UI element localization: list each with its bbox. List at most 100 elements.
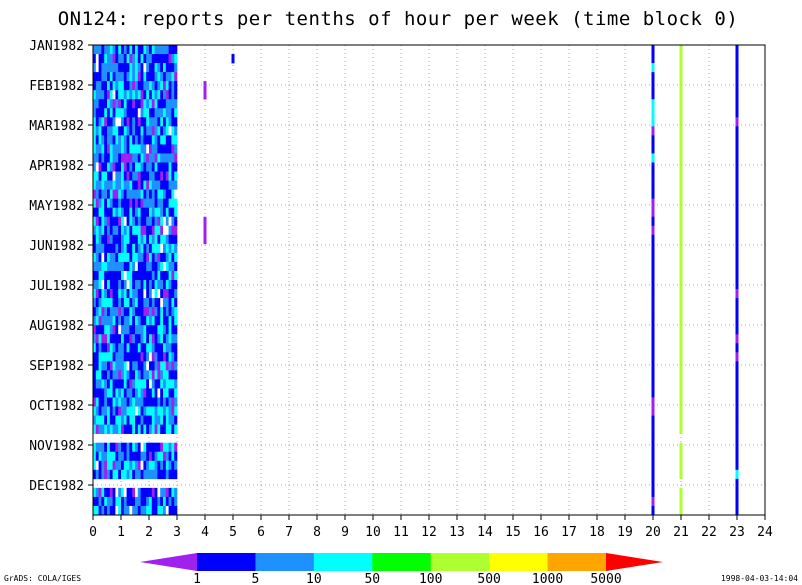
heatmap-cell [118,505,122,516]
heatmap-cell [171,153,175,163]
heatmap-cell [126,289,130,299]
heatmap-cell [163,216,167,227]
heatmap-cell [121,370,125,380]
heatmap-cell [149,171,153,181]
heatmap-cell [109,270,113,281]
heatmap-cell [151,207,155,218]
heatmap-cell [132,180,136,190]
heatmap-column-cell [651,81,655,91]
heatmap-cell [121,225,125,236]
heatmap-cell [140,162,144,172]
heatmap-cell [112,99,116,109]
heatmap-cell [95,72,99,82]
heatmap-cell [123,487,127,498]
heatmap-cell [93,415,97,425]
heatmap-cell [121,171,125,181]
heatmap-cell [146,243,150,254]
heatmap-cell [109,496,113,507]
x-tick-label: 22 [701,525,717,540]
heatmap-cell [126,460,130,471]
heatmap-cell [163,189,167,199]
heatmap-cell [101,189,105,199]
heatmap-column-cell [679,298,683,308]
heatmap-cell [154,280,158,290]
heatmap-cell [137,45,141,55]
heatmap-cell [112,270,116,281]
heatmap-cell [101,243,105,254]
heatmap-cell [137,397,141,407]
heatmap-cell [98,289,102,299]
heatmap-column-cell [651,135,655,145]
heatmap-cell [93,397,97,407]
heatmap-cell [126,442,130,453]
heatmap-cell [118,406,122,416]
heatmap-cell [154,270,158,281]
heatmap-cell [135,54,139,64]
heatmap-cell [104,325,108,335]
heatmap-cell [95,234,99,245]
heatmap-cell [107,361,111,371]
heatmap-cell [93,90,97,100]
heatmap-cell [129,451,133,462]
heatmap-cell [165,54,169,64]
heatmap-cell [95,162,99,172]
heatmap-cell [101,406,105,416]
heatmap-column-cell [735,505,739,516]
heatmap-cell [123,460,127,471]
heatmap-cell [104,216,108,227]
heatmap-cell [123,261,127,272]
heatmap-cell [146,45,150,55]
heatmap-cell [123,334,127,344]
heatmap-cell [165,415,169,425]
heatmap-cell [174,415,178,425]
heatmap-cell [123,63,127,73]
heatmap-cell [146,397,150,407]
heatmap-cell [168,361,172,371]
heatmap-cell [132,415,136,425]
heatmap-column-cell [735,189,739,199]
heatmap-cell [98,496,102,507]
heatmap-cell [118,325,122,335]
heatmap-cell [112,243,116,254]
heatmap-cell [143,63,147,73]
heatmap-cell [135,352,139,362]
heatmap-cell [140,81,144,91]
heatmap-column-cell [203,90,207,100]
heatmap-cell [118,298,122,308]
heatmap-cell [165,153,169,163]
heatmap-cell [171,180,175,190]
heatmap-cell [137,207,141,218]
heatmap-cell [168,460,172,471]
heatmap-cell [104,496,108,507]
x-tick-label: 2 [145,525,153,540]
heatmap-cell [101,289,105,299]
heatmap-cell [135,216,139,227]
heatmap-cell [101,280,105,290]
heatmap-cell [95,352,99,362]
heatmap-column-cell [679,370,683,380]
heatmap-cell [98,469,102,480]
heatmap-cell [160,505,164,516]
y-tick-label: JUN1982 [29,239,84,254]
heatmap-cell [163,81,167,91]
heatmap-cell [137,289,141,299]
heatmap-cell [174,225,178,236]
heatmap-column-cell [679,234,683,245]
heatmap-cell [160,270,164,281]
heatmap-cell [163,126,167,136]
heatmap-cell [126,90,130,100]
heatmap-column-cell [651,280,655,290]
heatmap-cell [165,334,169,344]
heatmap-cell [171,370,175,380]
heatmap-cell [98,144,102,154]
heatmap-cell [121,198,125,208]
heatmap-cell [154,379,158,389]
heatmap-cell [151,469,155,480]
heatmap-cell [174,153,178,163]
heatmap-column-cell [679,270,683,281]
heatmap-cell [109,207,113,218]
heatmap-cell [151,298,155,308]
heatmap-cell [132,117,136,127]
heatmap-cell [151,252,155,263]
heatmap-cell [135,460,139,471]
